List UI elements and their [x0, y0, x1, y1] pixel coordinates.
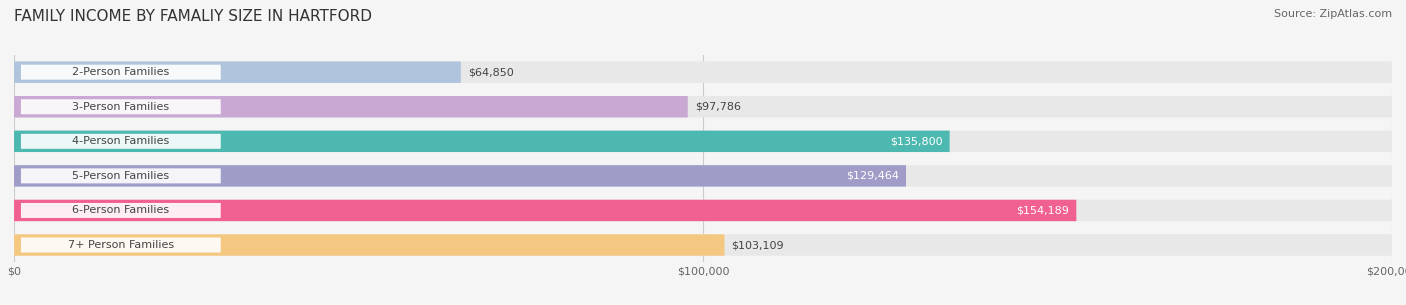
Text: $129,464: $129,464	[846, 171, 898, 181]
FancyBboxPatch shape	[14, 234, 1392, 256]
FancyBboxPatch shape	[21, 168, 221, 183]
FancyBboxPatch shape	[21, 134, 221, 149]
FancyBboxPatch shape	[14, 131, 949, 152]
FancyBboxPatch shape	[14, 165, 905, 187]
Text: 5-Person Families: 5-Person Families	[72, 171, 169, 181]
FancyBboxPatch shape	[14, 234, 724, 256]
Text: 3-Person Families: 3-Person Families	[72, 102, 169, 112]
Text: FAMILY INCOME BY FAMALIY SIZE IN HARTFORD: FAMILY INCOME BY FAMALIY SIZE IN HARTFOR…	[14, 9, 373, 24]
Text: $154,189: $154,189	[1017, 206, 1070, 215]
Text: 4-Person Families: 4-Person Families	[72, 136, 170, 146]
Text: $135,800: $135,800	[890, 136, 943, 146]
FancyBboxPatch shape	[14, 200, 1392, 221]
FancyBboxPatch shape	[14, 131, 1392, 152]
Text: 6-Person Families: 6-Person Families	[72, 206, 169, 215]
FancyBboxPatch shape	[21, 238, 221, 253]
FancyBboxPatch shape	[21, 203, 221, 218]
FancyBboxPatch shape	[14, 62, 461, 83]
Text: Source: ZipAtlas.com: Source: ZipAtlas.com	[1274, 9, 1392, 19]
FancyBboxPatch shape	[14, 96, 688, 117]
Text: $97,786: $97,786	[695, 102, 741, 112]
Text: $103,109: $103,109	[731, 240, 785, 250]
FancyBboxPatch shape	[14, 200, 1077, 221]
FancyBboxPatch shape	[21, 65, 221, 80]
FancyBboxPatch shape	[14, 165, 1392, 187]
FancyBboxPatch shape	[21, 99, 221, 114]
FancyBboxPatch shape	[14, 96, 1392, 117]
Text: 7+ Person Families: 7+ Person Families	[67, 240, 174, 250]
FancyBboxPatch shape	[14, 62, 1392, 83]
Text: 2-Person Families: 2-Person Families	[72, 67, 170, 77]
Text: $64,850: $64,850	[468, 67, 513, 77]
